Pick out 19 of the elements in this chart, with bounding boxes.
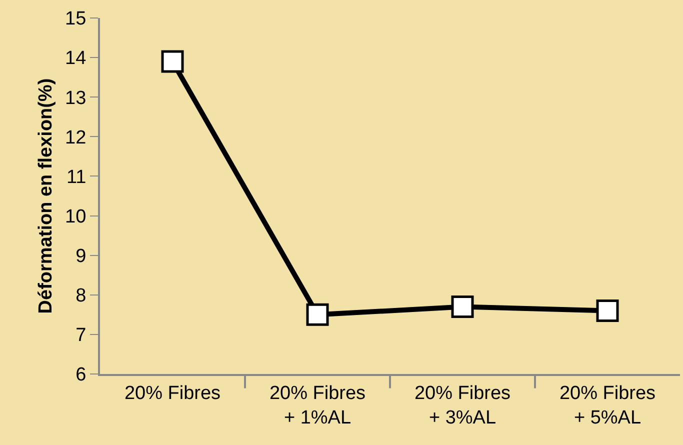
y-tick-label: 9 bbox=[76, 246, 86, 267]
y-tick-label: 14 bbox=[65, 48, 87, 70]
y-tick-label: 10 bbox=[65, 206, 86, 228]
x-tick-label: 20% Fibres + 3%AL bbox=[414, 382, 511, 428]
point bbox=[451, 296, 474, 318]
x-tick-label: 20% Fibres bbox=[124, 382, 221, 404]
point bbox=[596, 299, 619, 322]
y-tick-label: 12 bbox=[65, 127, 86, 148]
y-tick-label: 6 bbox=[76, 364, 86, 386]
point bbox=[306, 303, 329, 326]
point bbox=[161, 50, 184, 73]
y-tick-label: 7 bbox=[76, 325, 86, 346]
y-axis-title: Déformation en flexion(%) bbox=[35, 78, 56, 314]
x-tick-label: 20% Fibres + 1%AL bbox=[269, 382, 366, 428]
y-tick-label: 8 bbox=[76, 286, 86, 307]
x-tick-label: 20% Fibres + 5%AL bbox=[559, 382, 656, 428]
y-tick-label: 13 bbox=[65, 88, 86, 109]
y-tick-label: 11 bbox=[66, 166, 86, 188]
y-tick-label: 15 bbox=[65, 8, 86, 30]
